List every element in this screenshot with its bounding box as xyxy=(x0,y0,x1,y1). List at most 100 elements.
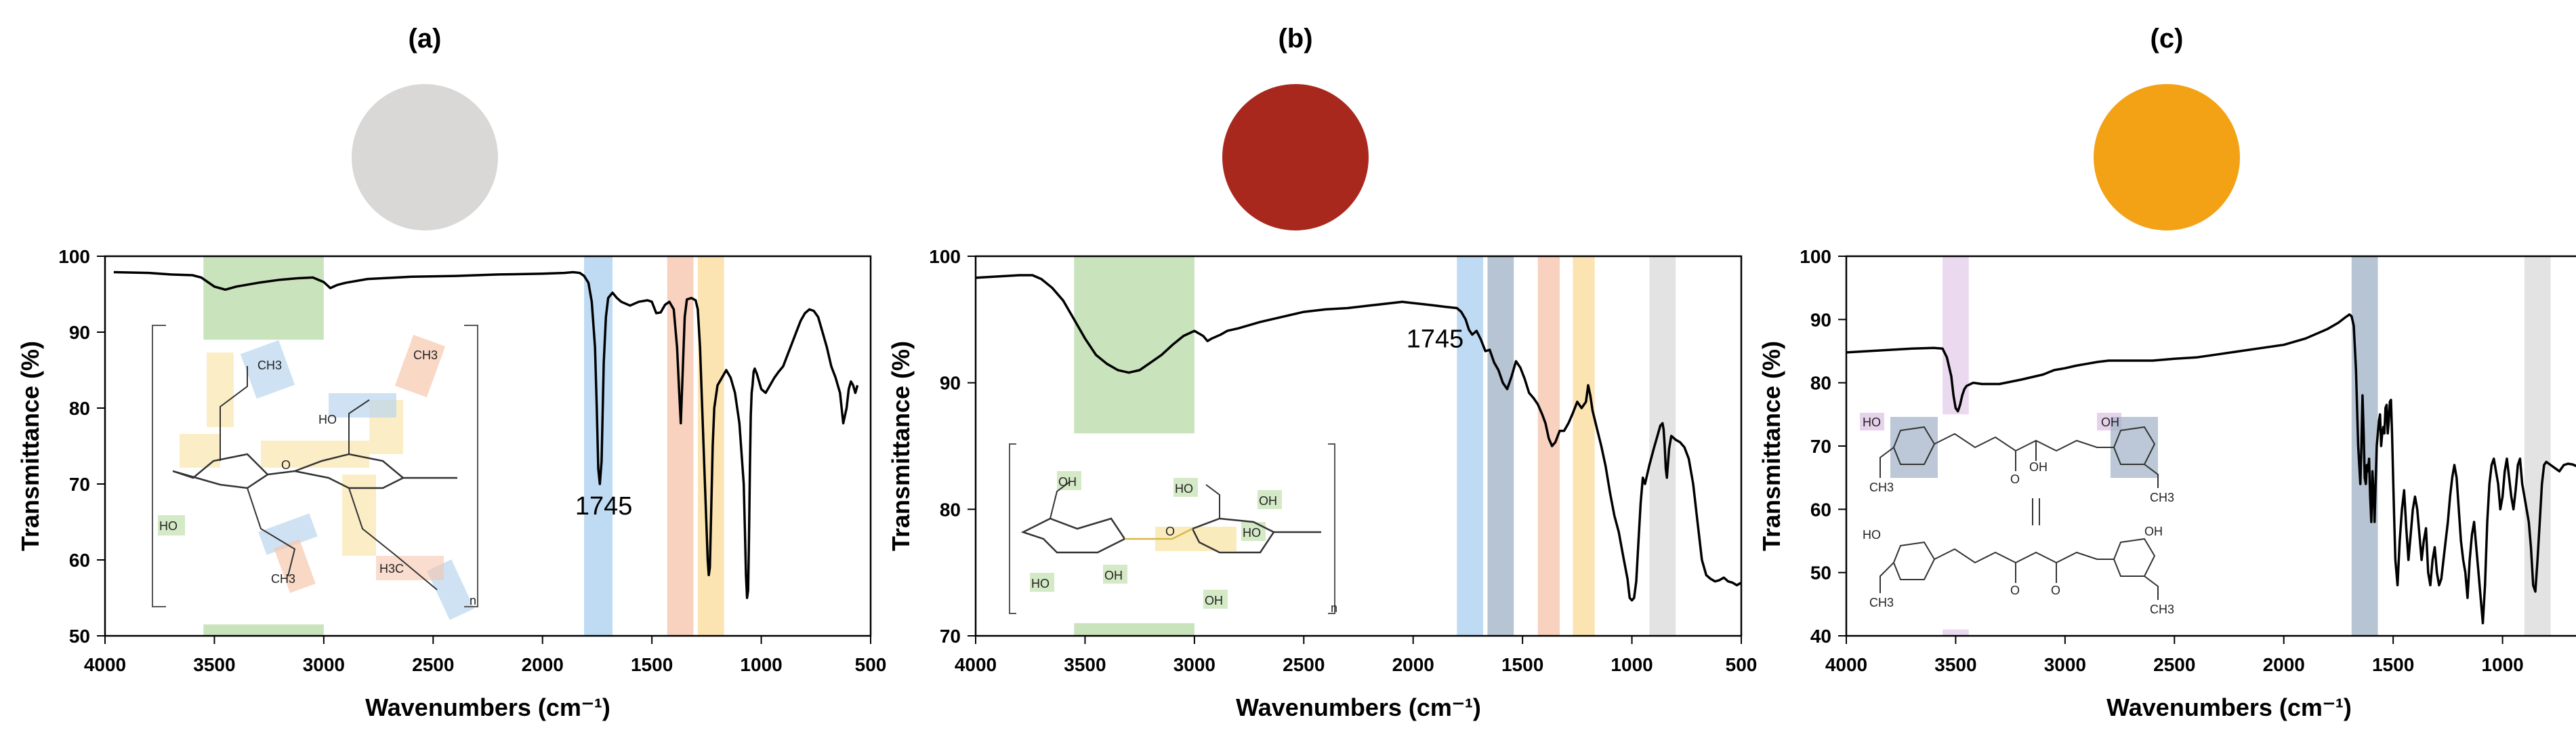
annotation-panel-b-0: 1745 xyxy=(1407,325,1464,353)
x-axis-title-panel-c: Wavenumbers (cm⁻¹) xyxy=(2106,693,2352,721)
band-panel-a-2-0 xyxy=(667,256,694,636)
band-panel-a-0-1 xyxy=(203,624,324,636)
svg-text:CH3: CH3 xyxy=(1869,596,1894,609)
y-axis-title-panel-b: Transmittance (%) xyxy=(887,341,915,551)
svg-text:HO: HO xyxy=(1863,528,1881,542)
x-tick-label-panel-b-2: 3000 xyxy=(1173,654,1216,675)
y-tick-label-panel-b-3: 100 xyxy=(929,246,961,267)
band-panel-a-0-0 xyxy=(203,256,324,340)
svg-text:O: O xyxy=(2010,584,2020,597)
y-tick-label-panel-b-1: 80 xyxy=(940,499,961,520)
svg-text:OH: OH xyxy=(2029,460,2048,474)
panel-a: (a) 4000 3500 3000 2500 2000 1500 1000 500 50 60 7… xyxy=(16,24,886,721)
x-tick-label-panel-b-4: 2000 xyxy=(1392,654,1434,675)
band-panel-c-0-1 xyxy=(1943,629,1969,636)
svg-text:n: n xyxy=(1331,601,1337,615)
y-axis-title-panel-a: Transmittance (%) xyxy=(16,341,44,551)
panel-c: (c) 400035003000250020001500100050040506… xyxy=(1758,24,2576,721)
x-tick-label-panel-c-2: 3000 xyxy=(2044,654,2086,675)
sample-swatch-b xyxy=(1222,84,1369,230)
x-tick-label-panel-b-6: 1000 xyxy=(1611,654,1653,675)
svg-text:HO: HO xyxy=(1031,577,1050,590)
x-tick-label-panel-a-2: 3000 xyxy=(303,654,345,675)
svg-text:OH: OH xyxy=(2144,525,2163,538)
band-panel-b-1-0 xyxy=(1457,256,1484,636)
svg-text:OH: OH xyxy=(2101,416,2119,429)
svg-text:OH: OH xyxy=(1259,494,1277,508)
y-tick-label-panel-c-2: 60 xyxy=(1810,499,1831,520)
series-line-panel-c-0 xyxy=(1846,313,2576,625)
x-tick-label-panel-b-7: 500 xyxy=(1726,654,1758,675)
band-panel-a-3-0 xyxy=(697,256,724,636)
x-tick-label-panel-c-6: 1000 xyxy=(2481,654,2523,675)
x-tick-label-panel-c-5: 1500 xyxy=(2372,654,2414,675)
x-tick-label-panel-b-0: 4000 xyxy=(955,654,997,675)
sample-swatch-a xyxy=(352,84,498,230)
plot-b: 4000 3500 3000 2500 2000 1500 1000 500 70 80 90 100… xyxy=(887,246,1757,721)
svg-text:CH3: CH3 xyxy=(271,572,295,586)
y-tick-label-panel-c-5: 90 xyxy=(1810,309,1831,330)
x-tick-label-panel-a-6: 1000 xyxy=(740,654,782,675)
band-panel-c-2-0 xyxy=(2524,256,2551,636)
structure-cellulose-acetate: CH3 CH3 CH3 H3C HO HO O n xyxy=(152,325,478,620)
svg-text:HO: HO xyxy=(1175,482,1193,496)
band-panel-b-4-0 xyxy=(1573,256,1595,636)
svg-text:OH: OH xyxy=(1205,594,1223,607)
y-tick-label-panel-b-2: 90 xyxy=(940,373,961,394)
band-panel-b-2-0 xyxy=(1487,256,1514,636)
svg-text:CH3: CH3 xyxy=(1869,481,1894,494)
plot-frame-panel-b xyxy=(974,255,1743,637)
svg-text:HO: HO xyxy=(1863,416,1881,429)
y-axis-title-panel-c: Transmittance (%) xyxy=(1758,341,1785,551)
svg-text:CH3: CH3 xyxy=(257,359,282,372)
x-axis-title-panel-b: Wavenumbers (cm⁻¹) xyxy=(1236,693,1481,721)
plot-frame-panel-a xyxy=(104,255,872,637)
y-tick-label-panel-c-4: 80 xyxy=(1810,373,1831,394)
y-tick-label-panel-a-2: 70 xyxy=(69,474,90,495)
panel-b: (b) 4000 3500 3000 2500 2000 1500 1000 500 70 80 9… xyxy=(887,24,1757,721)
x-tick-label-panel-a-3: 2500 xyxy=(412,654,454,675)
x-tick-label-panel-c-0: 4000 xyxy=(1825,654,1867,675)
structure-cellulose: OH HO OH HO OH HO OH O n xyxy=(1009,443,1337,615)
panel-label-c: (c) xyxy=(2151,24,2184,54)
series-line-panel-a-0 xyxy=(113,270,859,599)
band-panel-b-0-1 xyxy=(1074,623,1194,636)
sample-swatch-c xyxy=(2094,84,2240,230)
x-tick-label-panel-a-4: 2000 xyxy=(522,654,564,675)
plot-a: 4000 3500 3000 2500 2000 1500 1000 500 50 60 70 80 9… xyxy=(16,246,886,721)
y-tick-label-panel-c-1: 50 xyxy=(1810,563,1831,584)
x-tick-label-panel-c-4: 2000 xyxy=(2263,654,2305,675)
svg-text:CH3: CH3 xyxy=(2150,603,2174,616)
svg-text:O: O xyxy=(2010,472,2020,486)
x-axis-title-panel-a: Wavenumbers (cm⁻¹) xyxy=(365,693,610,721)
series-line-panel-b-0 xyxy=(975,274,1742,602)
svg-text:O: O xyxy=(2051,584,2060,597)
band-panel-b-3-0 xyxy=(1537,256,1560,636)
svg-text:CH3: CH3 xyxy=(413,348,438,362)
structure-curcumin: HO OH O OH CH3 CH3 HO OH O O CH3 CH3 xyxy=(1860,413,2174,616)
svg-text:OH: OH xyxy=(1104,569,1123,582)
y-tick-label-panel-a-5: 100 xyxy=(58,246,90,267)
y-tick-label-panel-c-3: 70 xyxy=(1810,436,1831,457)
plot-c: 4000350030002500200015001000500405060708… xyxy=(1758,246,2576,721)
svg-text:n: n xyxy=(470,594,476,607)
x-tick-label-panel-b-1: 3500 xyxy=(1064,654,1106,675)
svg-text:HO: HO xyxy=(318,413,337,426)
y-tick-label-panel-c-0: 40 xyxy=(1810,626,1831,647)
x-tick-label-panel-a-0: 4000 xyxy=(84,654,126,675)
panel-label-b: (b) xyxy=(1278,24,1312,54)
annotation-panel-a-0: 1745 xyxy=(575,492,633,521)
y-tick-label-panel-a-0: 50 xyxy=(69,626,90,647)
svg-text:CH3: CH3 xyxy=(2150,491,2174,504)
y-tick-label-panel-c-6: 100 xyxy=(1800,246,1831,267)
y-tick-label-panel-a-3: 80 xyxy=(69,398,90,419)
x-tick-label-panel-b-5: 1500 xyxy=(1501,654,1543,675)
svg-text:O: O xyxy=(281,458,291,472)
x-tick-label-panel-b-3: 2500 xyxy=(1283,654,1325,675)
x-tick-label-panel-c-1: 3500 xyxy=(1934,654,1976,675)
svg-text:H3C: H3C xyxy=(379,562,404,576)
svg-text:HO: HO xyxy=(1243,526,1261,540)
x-tick-label-panel-a-5: 1500 xyxy=(631,654,673,675)
x-tick-label-panel-a-7: 500 xyxy=(855,654,887,675)
